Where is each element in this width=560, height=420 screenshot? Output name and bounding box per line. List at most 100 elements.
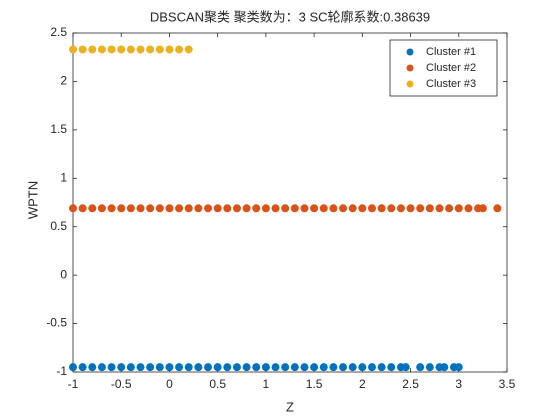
legend-marker [406,80,414,88]
point [329,204,338,213]
point [319,363,328,372]
point [175,204,184,213]
point [78,204,87,213]
point [126,204,135,213]
chart-title: DBSCAN聚类 聚类数为：3 SC轮廓系数:0.38639 [150,9,430,24]
point [440,363,449,372]
point [242,204,251,213]
point [401,363,410,372]
point [107,204,116,213]
point [281,363,290,372]
point [387,363,396,372]
point [261,363,270,372]
x-tick-label: 0.5 [209,377,226,391]
point [117,363,126,372]
point [78,363,87,372]
y-tick-label: 1.5 [50,122,67,136]
point [290,204,299,213]
point [435,204,444,213]
point [88,363,97,372]
point [213,204,222,213]
point [271,363,280,372]
point [367,204,376,213]
x-tick-label: 2.5 [402,377,419,391]
point [358,204,367,213]
point [493,204,502,213]
point [454,363,463,372]
y-tick-label: 1 [60,170,67,184]
point [184,363,193,372]
point [232,363,241,372]
point [300,363,309,372]
y-tick-label: -1 [56,364,67,378]
point [146,204,155,213]
point [387,204,396,213]
point [445,204,454,213]
point [184,204,193,213]
x-tick-label: -0.5 [111,377,132,391]
legend-marker [406,48,414,56]
point [416,363,425,372]
point [69,363,77,372]
point [126,45,135,54]
point [329,363,338,372]
point [310,204,319,213]
point [396,204,405,213]
point [136,45,145,54]
x-tick-label: 3.5 [499,377,516,391]
x-tick-label: 3 [455,377,462,391]
legend-label: Cluster #3 [426,78,476,90]
point [252,363,261,372]
y-tick-label: 2 [60,74,67,88]
point [78,45,87,54]
y-tick-label: 0 [60,267,67,281]
y-tick-label: 0.5 [50,219,67,233]
point [339,204,348,213]
x-tick-label: 1.5 [306,377,323,391]
point [377,204,386,213]
point [464,204,473,213]
point [261,204,270,213]
point [300,204,309,213]
point [126,363,135,372]
point [97,45,106,54]
point [69,204,77,213]
point [271,204,280,213]
point [367,363,376,372]
point [155,204,164,213]
point [165,204,174,213]
x-tick-label: 1 [263,377,270,391]
point [184,45,193,54]
point [175,363,184,372]
point [107,45,116,54]
point [478,204,487,213]
point [223,363,232,372]
point [136,204,145,213]
y-tick-label: -0.5 [46,316,67,330]
point [155,45,164,54]
point [425,204,434,213]
point [97,204,106,213]
x-tick-label: -1 [68,377,79,391]
point [406,204,415,213]
x-axis-label: Z [286,399,294,414]
point [454,204,463,213]
point [310,363,319,372]
x-tick-label: 2 [359,377,366,391]
point [339,363,348,372]
point [416,204,425,213]
y-axis-label: WPTN [25,181,40,219]
point [155,363,164,372]
point [194,363,203,372]
point [232,204,241,213]
point [242,363,251,372]
point [107,363,116,372]
point [194,204,203,213]
point [252,204,261,213]
point [88,204,97,213]
y-tick-label: 2.5 [50,25,67,39]
point [348,363,357,372]
point [377,363,386,372]
legend-marker [406,64,414,72]
